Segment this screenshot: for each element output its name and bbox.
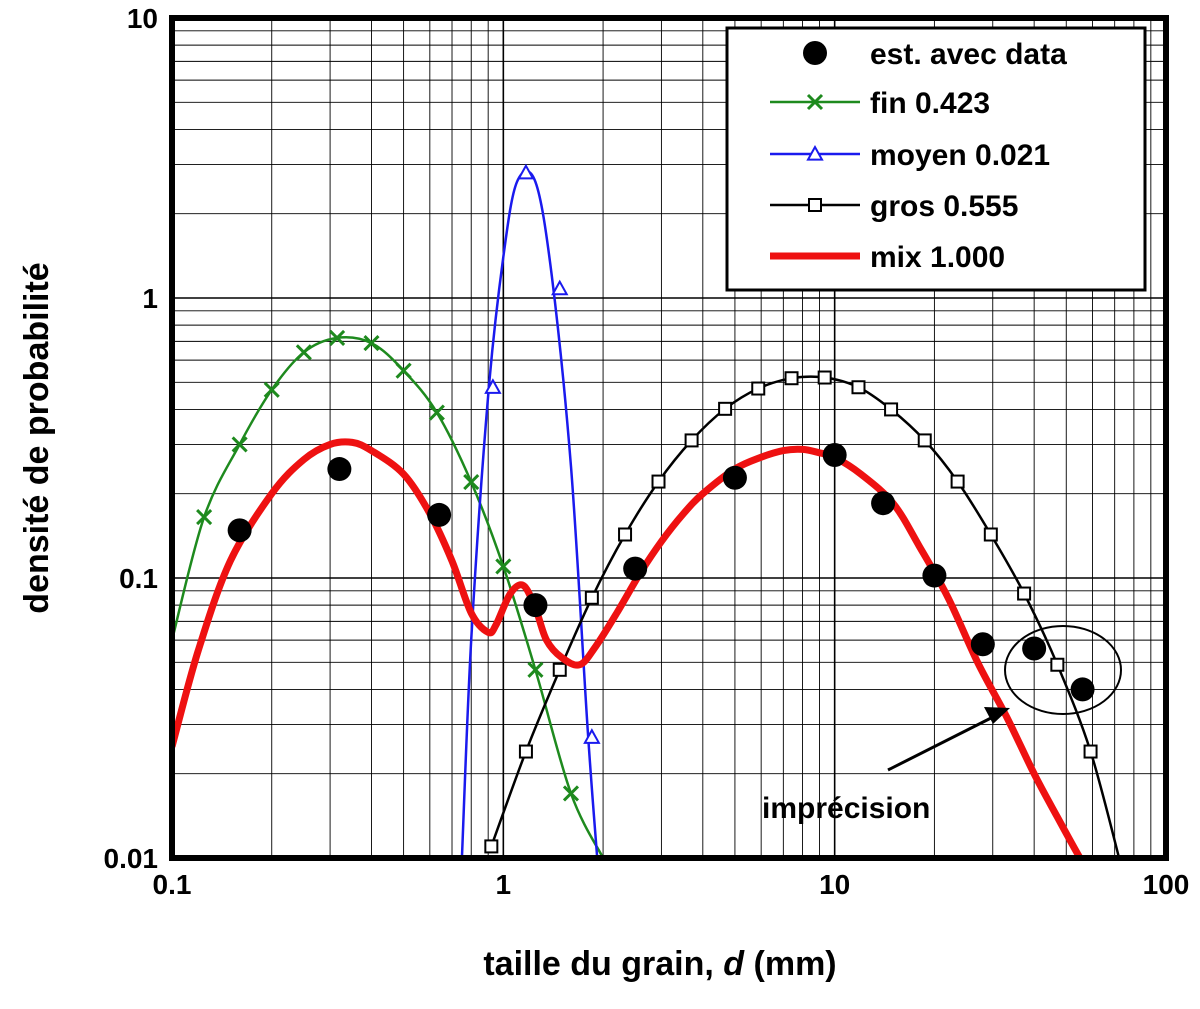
series-2 xyxy=(460,163,601,858)
data-point xyxy=(803,41,827,65)
data-point xyxy=(463,474,480,491)
y-axis-title: densité de probabilité xyxy=(18,262,56,613)
data-point xyxy=(523,593,548,618)
legend-label: est. avec data xyxy=(870,38,1067,71)
legend-label: gros 0.555 xyxy=(870,190,1018,223)
data-point xyxy=(584,590,599,605)
data-point xyxy=(363,335,380,352)
data-point xyxy=(263,381,280,398)
data-point xyxy=(618,527,633,542)
legend-label: mix 1.000 xyxy=(870,241,1005,274)
data-point xyxy=(196,509,213,526)
data-point xyxy=(1017,586,1032,601)
data-point xyxy=(495,558,512,575)
data-point xyxy=(551,279,569,296)
annotation-arrow-head xyxy=(984,707,1010,724)
series-1 xyxy=(172,329,605,858)
legend-entry: moyen 0.021 xyxy=(770,139,1050,172)
data-point xyxy=(527,661,544,678)
annotation: imprécision xyxy=(762,625,1122,825)
x-axis-title: taille du grain, d (mm) xyxy=(483,945,836,983)
data-point xyxy=(817,370,832,385)
data-point xyxy=(562,785,580,802)
legend-entry: mix 1.000 xyxy=(770,241,1005,274)
data-point xyxy=(583,728,601,744)
y-tick-label: 0.01 xyxy=(104,843,159,874)
data-point xyxy=(684,433,699,448)
x-tick-label: 10 xyxy=(819,869,850,900)
legend-entry: fin 0.423 xyxy=(770,87,990,120)
data-point xyxy=(484,378,502,394)
data-point xyxy=(231,436,248,453)
data-point xyxy=(871,491,896,516)
data-point xyxy=(1050,657,1065,672)
data-point xyxy=(1083,744,1098,759)
data-point xyxy=(806,144,824,161)
plot-frame xyxy=(169,15,1169,861)
legend-entry: est. avec data xyxy=(803,38,1067,71)
legend-label: fin 0.423 xyxy=(870,87,990,120)
annotation-label: imprécision xyxy=(762,792,930,825)
data-point xyxy=(227,518,252,543)
x-axis-title-text: taille du grain, xyxy=(483,945,723,983)
annotation-arrow-line xyxy=(887,714,996,772)
data-point xyxy=(1070,677,1095,702)
data-point xyxy=(851,380,866,395)
legend-entry: gros 0.555 xyxy=(770,190,1018,223)
data-point xyxy=(428,404,445,421)
data-point xyxy=(395,362,412,379)
data-point xyxy=(329,329,346,347)
series-3 xyxy=(484,370,1121,858)
data-point xyxy=(427,502,452,527)
x-tick-label: 0.1 xyxy=(153,869,192,900)
legend: est. avec data fin 0.423 moyen 0.021 gros 0… xyxy=(725,26,1147,292)
data-point xyxy=(327,457,352,482)
data-point xyxy=(808,198,822,212)
data-point xyxy=(552,662,567,677)
data-point xyxy=(484,839,499,854)
x-axis-title-unit: (mm) xyxy=(744,945,837,983)
data-point xyxy=(651,474,666,489)
data-point xyxy=(822,442,847,467)
series-line xyxy=(490,375,1121,858)
data-point xyxy=(922,563,947,588)
data-point xyxy=(623,556,648,581)
y-tick-label: 0.1 xyxy=(119,563,158,594)
data-point xyxy=(518,744,533,759)
series-line xyxy=(172,438,1085,858)
series-4 xyxy=(172,438,1085,858)
data-point xyxy=(806,93,824,111)
x-tick-label: 1 xyxy=(496,869,512,900)
legend-box xyxy=(725,26,1147,292)
data-point xyxy=(784,371,799,386)
data-point xyxy=(295,344,312,361)
legend-label: moyen 0.021 xyxy=(870,139,1050,172)
y-tick-label: 10 xyxy=(127,3,158,34)
y-tick-label: 1 xyxy=(142,283,158,314)
data-point xyxy=(970,632,995,657)
data-point xyxy=(751,381,766,396)
data-point xyxy=(884,402,899,417)
imprecision-ellipse xyxy=(1004,625,1122,715)
data-point xyxy=(1022,636,1047,661)
data-point xyxy=(517,163,535,180)
data-point xyxy=(722,465,747,490)
x-tick-label: 100 xyxy=(1143,869,1190,900)
data-point xyxy=(917,433,932,448)
series-layer xyxy=(172,163,1121,858)
data-point xyxy=(718,401,733,416)
data-point xyxy=(983,527,998,542)
series-0 xyxy=(227,442,1095,702)
data-point xyxy=(950,474,965,489)
x-axis-title-var: d xyxy=(723,945,745,983)
